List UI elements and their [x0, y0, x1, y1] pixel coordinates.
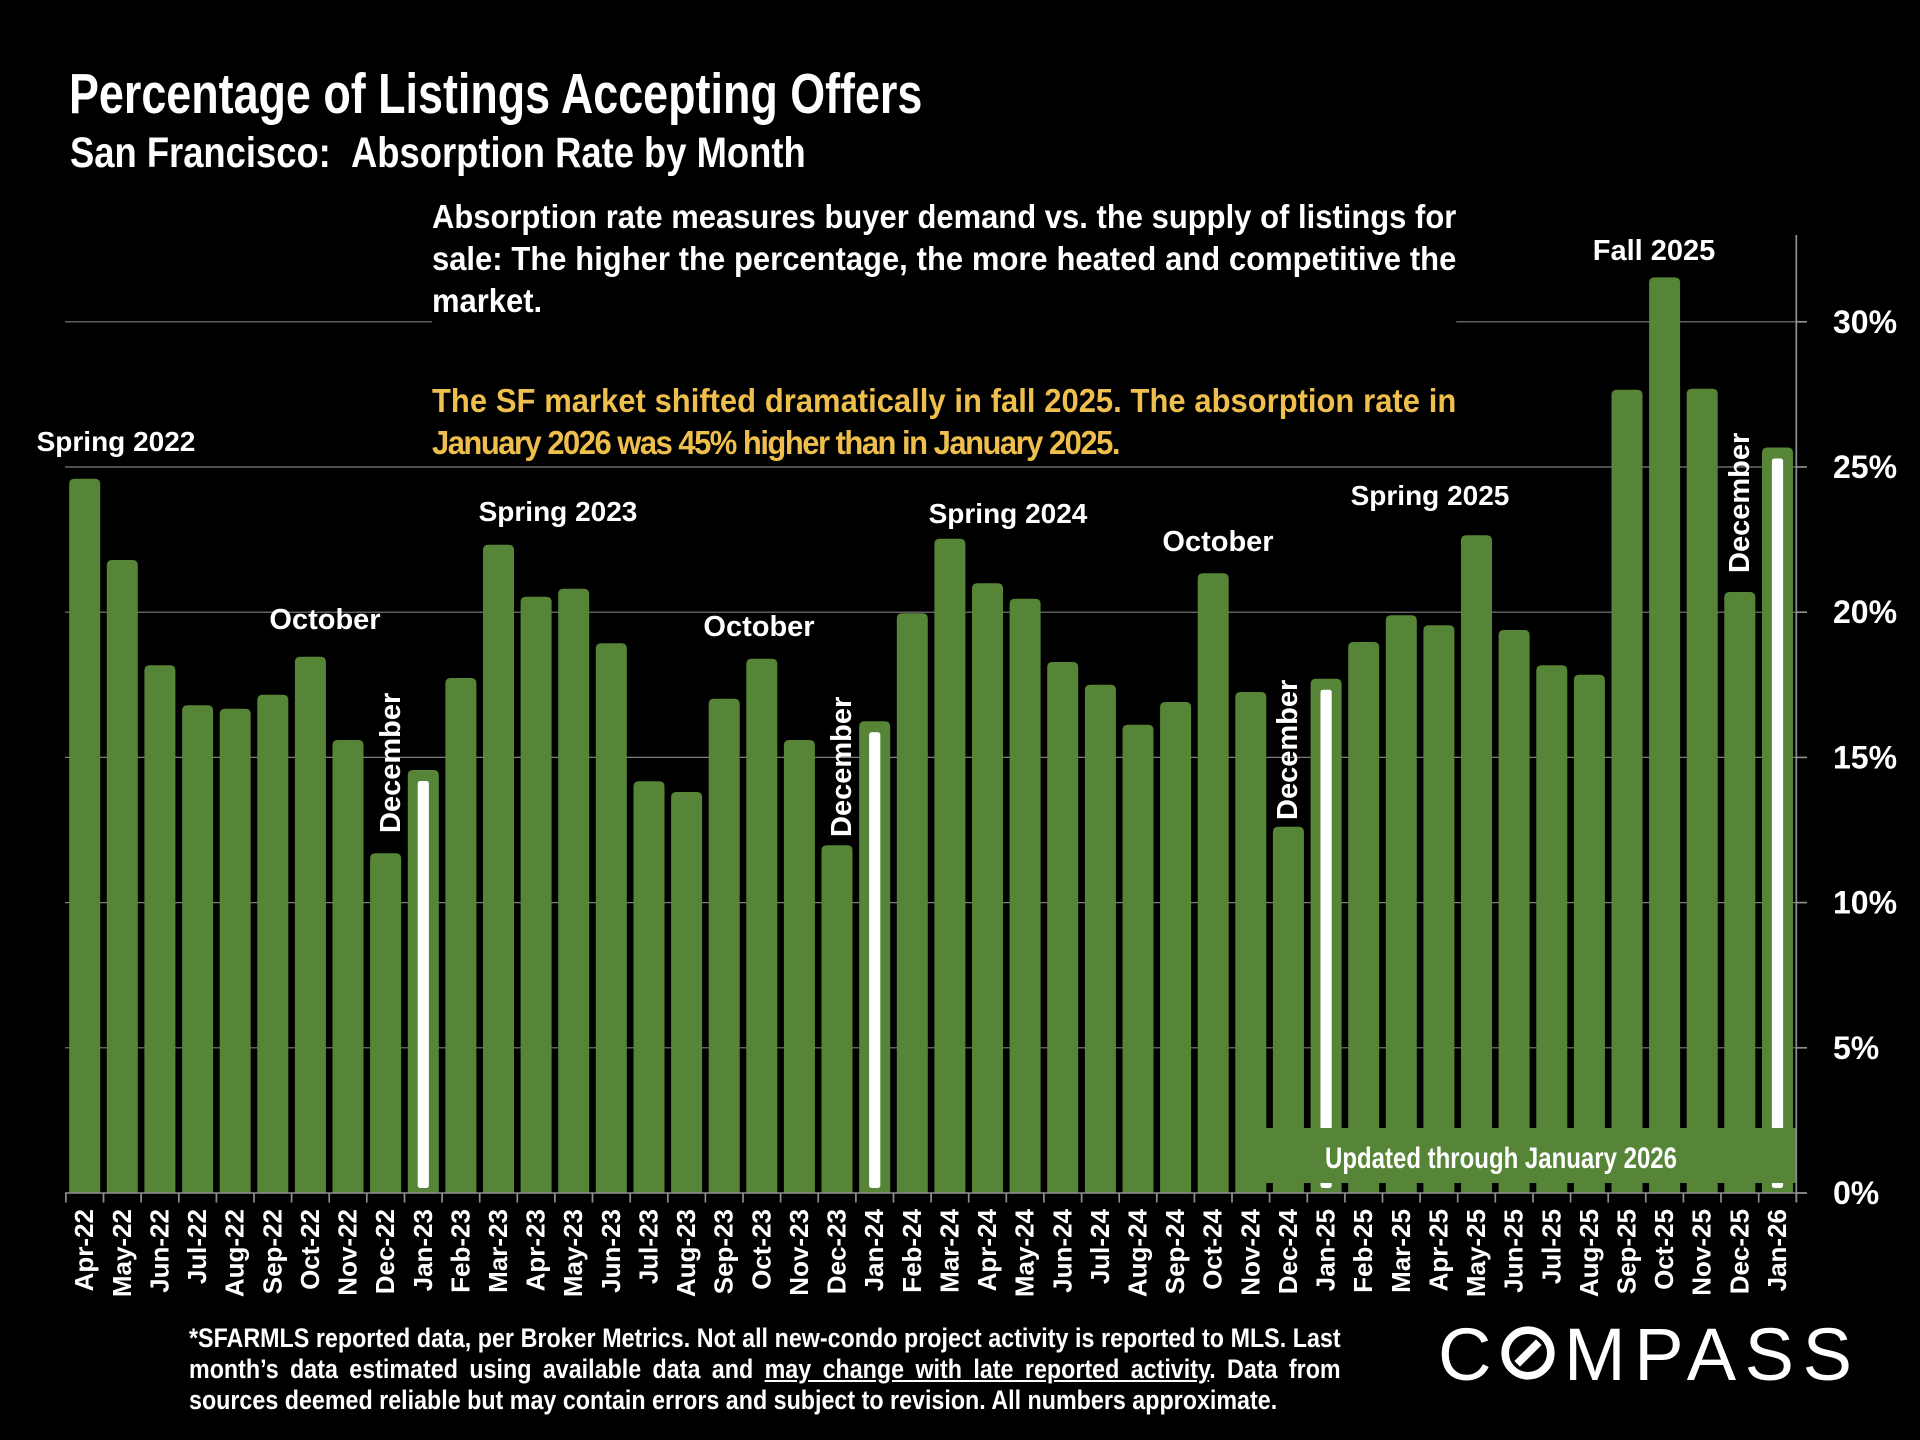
svg-text:May-22: May-22	[107, 1209, 137, 1297]
svg-text:Sep-25: Sep-25	[1612, 1209, 1642, 1294]
svg-text:Aug-22: Aug-22	[220, 1209, 250, 1297]
svg-text:Dec-25: Dec-25	[1724, 1209, 1754, 1294]
svg-text:Oct-23: Oct-23	[746, 1209, 776, 1290]
svg-text:MPASS: MPASS	[1564, 1313, 1861, 1393]
svg-text:Spring 2023: Spring 2023	[479, 496, 638, 527]
svg-text:25%: 25%	[1833, 449, 1897, 485]
svg-text:December: December	[1724, 433, 1756, 573]
svg-text:Nov-22: Nov-22	[333, 1209, 363, 1296]
svg-text:0%: 0%	[1833, 1175, 1879, 1211]
svg-text:Oct-25: Oct-25	[1649, 1209, 1679, 1290]
svg-text:Jul-23: Jul-23	[634, 1209, 664, 1284]
svg-text:October: October	[269, 604, 380, 636]
svg-text:20%: 20%	[1833, 594, 1897, 630]
svg-text:May-24: May-24	[1010, 1208, 1040, 1297]
svg-text:Spring 2025: Spring 2025	[1351, 480, 1510, 511]
svg-text:Dec-24: Dec-24	[1273, 1208, 1303, 1294]
svg-text:December: December	[1272, 680, 1304, 820]
svg-text:May-25: May-25	[1461, 1209, 1491, 1297]
svg-text:Dec-22: Dec-22	[370, 1209, 400, 1294]
svg-text:Jun-25: Jun-25	[1499, 1209, 1529, 1293]
svg-text:Aug-25: Aug-25	[1574, 1209, 1604, 1297]
svg-text:Aug-23: Aug-23	[671, 1209, 701, 1297]
svg-text:Feb-23: Feb-23	[445, 1209, 475, 1293]
svg-text:October: October	[1162, 526, 1273, 558]
svg-text:Updated through January 2026: Updated through January 2026	[1325, 1142, 1677, 1175]
svg-text:30%: 30%	[1833, 304, 1897, 340]
svg-text:Sep-22: Sep-22	[257, 1209, 287, 1294]
svg-text:Jan-23: Jan-23	[408, 1209, 438, 1291]
svg-text:5%: 5%	[1833, 1030, 1879, 1066]
svg-text:Jan-26: Jan-26	[1762, 1209, 1792, 1291]
svg-text:15%: 15%	[1833, 739, 1897, 775]
svg-text:Feb-25: Feb-25	[1348, 1209, 1378, 1293]
svg-text:Mar-24: Mar-24	[934, 1208, 964, 1292]
svg-text:Jun-22: Jun-22	[144, 1209, 174, 1293]
svg-text:Jan-24: Jan-24	[859, 1208, 889, 1291]
svg-text:May-23: May-23	[558, 1209, 588, 1297]
svg-text:10%: 10%	[1833, 885, 1897, 921]
svg-text:Apr-25: Apr-25	[1423, 1209, 1453, 1291]
svg-text:Spring 2022: Spring 2022	[37, 426, 196, 457]
svg-text:Jul-22: Jul-22	[182, 1209, 212, 1284]
svg-text:Apr-23: Apr-23	[521, 1209, 551, 1291]
svg-text:Spring 2024: Spring 2024	[929, 498, 1088, 529]
svg-text:December: December	[375, 693, 407, 833]
svg-text:Feb-24: Feb-24	[897, 1208, 927, 1292]
svg-text:Jul-25: Jul-25	[1536, 1209, 1566, 1284]
svg-text:Sep-23: Sep-23	[709, 1209, 739, 1294]
svg-text:Apr-22: Apr-22	[69, 1209, 99, 1291]
svg-text:Nov-23: Nov-23	[784, 1209, 814, 1296]
svg-text:October: October	[703, 611, 814, 643]
svg-text:Oct-22: Oct-22	[295, 1209, 325, 1290]
svg-text:Jun-23: Jun-23	[596, 1209, 626, 1293]
svg-text:Jun-24: Jun-24	[1047, 1208, 1077, 1292]
svg-text:Dec-23: Dec-23	[822, 1209, 852, 1294]
svg-text:Sep-24: Sep-24	[1160, 1208, 1190, 1294]
svg-text:Apr-24: Apr-24	[972, 1208, 1002, 1291]
svg-text:Nov-24: Nov-24	[1235, 1208, 1265, 1295]
svg-text:Jul-24: Jul-24	[1085, 1208, 1115, 1284]
svg-text:Oct-24: Oct-24	[1198, 1208, 1228, 1289]
svg-text:December: December	[826, 697, 858, 837]
svg-text:Fall 2025: Fall 2025	[1593, 235, 1716, 267]
svg-text:Aug-24: Aug-24	[1123, 1208, 1153, 1297]
svg-text:Mar-23: Mar-23	[483, 1209, 513, 1293]
svg-text:Jan-25: Jan-25	[1311, 1209, 1341, 1291]
svg-text:C: C	[1438, 1313, 1491, 1393]
svg-text:Mar-25: Mar-25	[1386, 1209, 1416, 1293]
svg-text:Nov-25: Nov-25	[1687, 1209, 1717, 1296]
